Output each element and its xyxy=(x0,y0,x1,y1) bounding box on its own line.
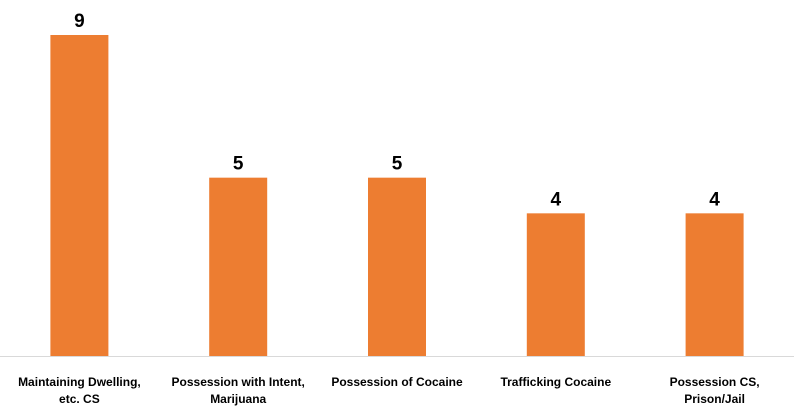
category-label-5: Possession CS, Prison/Jail xyxy=(670,375,760,406)
bar-1 xyxy=(50,35,109,356)
category-label-1: Maintaining Dwelling, etc. CS xyxy=(18,375,141,406)
data-label-4: 4 xyxy=(551,189,562,210)
category-label-4: Trafficking Cocaine xyxy=(500,375,611,389)
bar-5 xyxy=(685,213,744,356)
category-label-2: Possession with Intent, Marijuana xyxy=(172,375,305,406)
bar-2 xyxy=(209,177,268,356)
data-label-2: 5 xyxy=(233,154,244,175)
category-labels-group: Maintaining Dwelling, etc. CS Possession w… xyxy=(18,375,760,406)
data-label-5: 4 xyxy=(709,189,720,210)
value-labels-group: 9 5 5 4 4 xyxy=(74,11,720,210)
bar-4 xyxy=(526,213,585,356)
data-label-1: 9 xyxy=(74,11,85,32)
bar-3 xyxy=(368,177,426,356)
data-label-3: 5 xyxy=(392,154,403,175)
bars-group xyxy=(50,35,744,356)
category-label-3: Possession of Cocaine xyxy=(331,375,463,389)
